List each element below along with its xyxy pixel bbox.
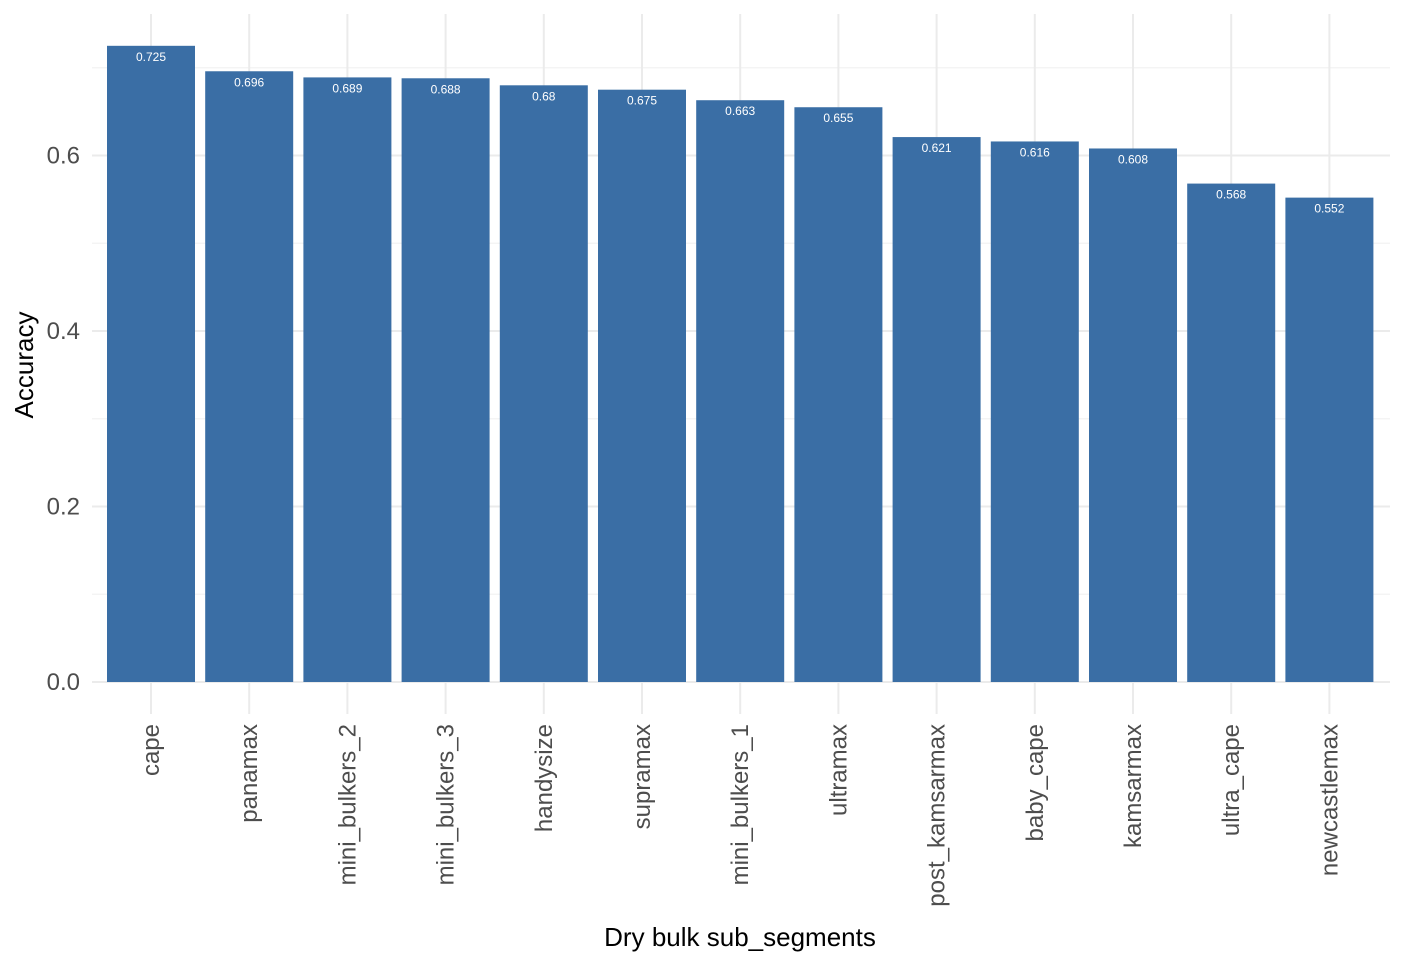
y-axis-ticks: 0.0 0.2 0.4 0.6 bbox=[47, 143, 80, 697]
x-tick-label-kamsarmax: kamsarmax bbox=[1120, 724, 1147, 848]
x-axis-title: Dry bulk sub_segments bbox=[604, 922, 876, 952]
y-tick-label: 0.6 bbox=[47, 143, 80, 170]
x-tick-label-cape: cape bbox=[138, 724, 165, 776]
x-tick-label-mini_bulkers_3: mini_bulkers_3 bbox=[433, 724, 460, 885]
x-tick-label-ultramax: ultramax bbox=[825, 724, 852, 816]
bar-handysize bbox=[499, 85, 588, 683]
data-label-ultra_cape: 0.568 bbox=[1216, 188, 1246, 202]
bar-mini_bulkers_3 bbox=[401, 78, 490, 682]
data-label-post_kamsarmax: 0.621 bbox=[922, 141, 952, 155]
data-label-handysize: 0.68 bbox=[532, 89, 556, 103]
x-tick-label-supramax: supramax bbox=[629, 724, 656, 829]
bar-newcastlemax bbox=[1285, 197, 1374, 682]
x-tick-label-ultra_cape: ultra_cape bbox=[1218, 724, 1245, 836]
bars bbox=[107, 45, 1374, 683]
data-label-mini_bulkers_1: 0.663 bbox=[725, 104, 755, 118]
data-label-mini_bulkers_2: 0.689 bbox=[332, 81, 362, 95]
bar-baby_cape bbox=[990, 141, 1079, 682]
bar-panamax bbox=[205, 71, 294, 682]
x-tick-label-panamax: panamax bbox=[236, 724, 263, 823]
x-tick-label-post_kamsarmax: post_kamsarmax bbox=[924, 724, 951, 907]
data-label-supramax: 0.675 bbox=[627, 94, 657, 108]
bar-mini_bulkers_1 bbox=[696, 100, 785, 682]
bar-kamsarmax bbox=[1089, 148, 1177, 683]
x-tick-label-mini_bulkers_2: mini_bulkers_2 bbox=[334, 724, 361, 885]
x-tick-label-newcastlemax: newcastlemax bbox=[1316, 724, 1343, 876]
x-tick-label-baby_cape: baby_cape bbox=[1022, 724, 1049, 841]
data-label-panamax: 0.696 bbox=[234, 75, 264, 89]
x-axis-ticks: cape panamax mini_bulkers_2 mini_bulkers_3 h… bbox=[138, 724, 1343, 907]
bar-ultra_cape bbox=[1187, 183, 1276, 682]
y-tick-label: 0.0 bbox=[47, 669, 80, 696]
data-label-kamsarmax: 0.608 bbox=[1118, 152, 1148, 166]
bar-cape bbox=[107, 45, 195, 682]
bar-ultramax bbox=[794, 107, 883, 683]
y-tick-label: 0.2 bbox=[47, 494, 80, 521]
data-label-cape: 0.725 bbox=[136, 50, 166, 64]
bar-mini_bulkers_2 bbox=[303, 77, 392, 683]
y-tick-label: 0.4 bbox=[47, 318, 80, 345]
bar-supramax bbox=[598, 89, 686, 682]
bar-post_kamsarmax bbox=[892, 137, 981, 682]
data-label-ultramax: 0.655 bbox=[823, 111, 853, 125]
data-label-mini_bulkers_3: 0.688 bbox=[431, 82, 461, 96]
data-label-baby_cape: 0.616 bbox=[1020, 145, 1050, 159]
data-labels: 0.725 0.696 0.689 0.688 0.68 0.675 0.663 0.655 0… bbox=[136, 50, 1345, 216]
data-label-newcastlemax: 0.552 bbox=[1314, 202, 1344, 216]
x-tick-label-handysize: handysize bbox=[531, 724, 558, 832]
y-axis-title: Accuracy bbox=[9, 312, 39, 419]
x-tick-label-mini_bulkers_1: mini_bulkers_1 bbox=[727, 724, 754, 885]
